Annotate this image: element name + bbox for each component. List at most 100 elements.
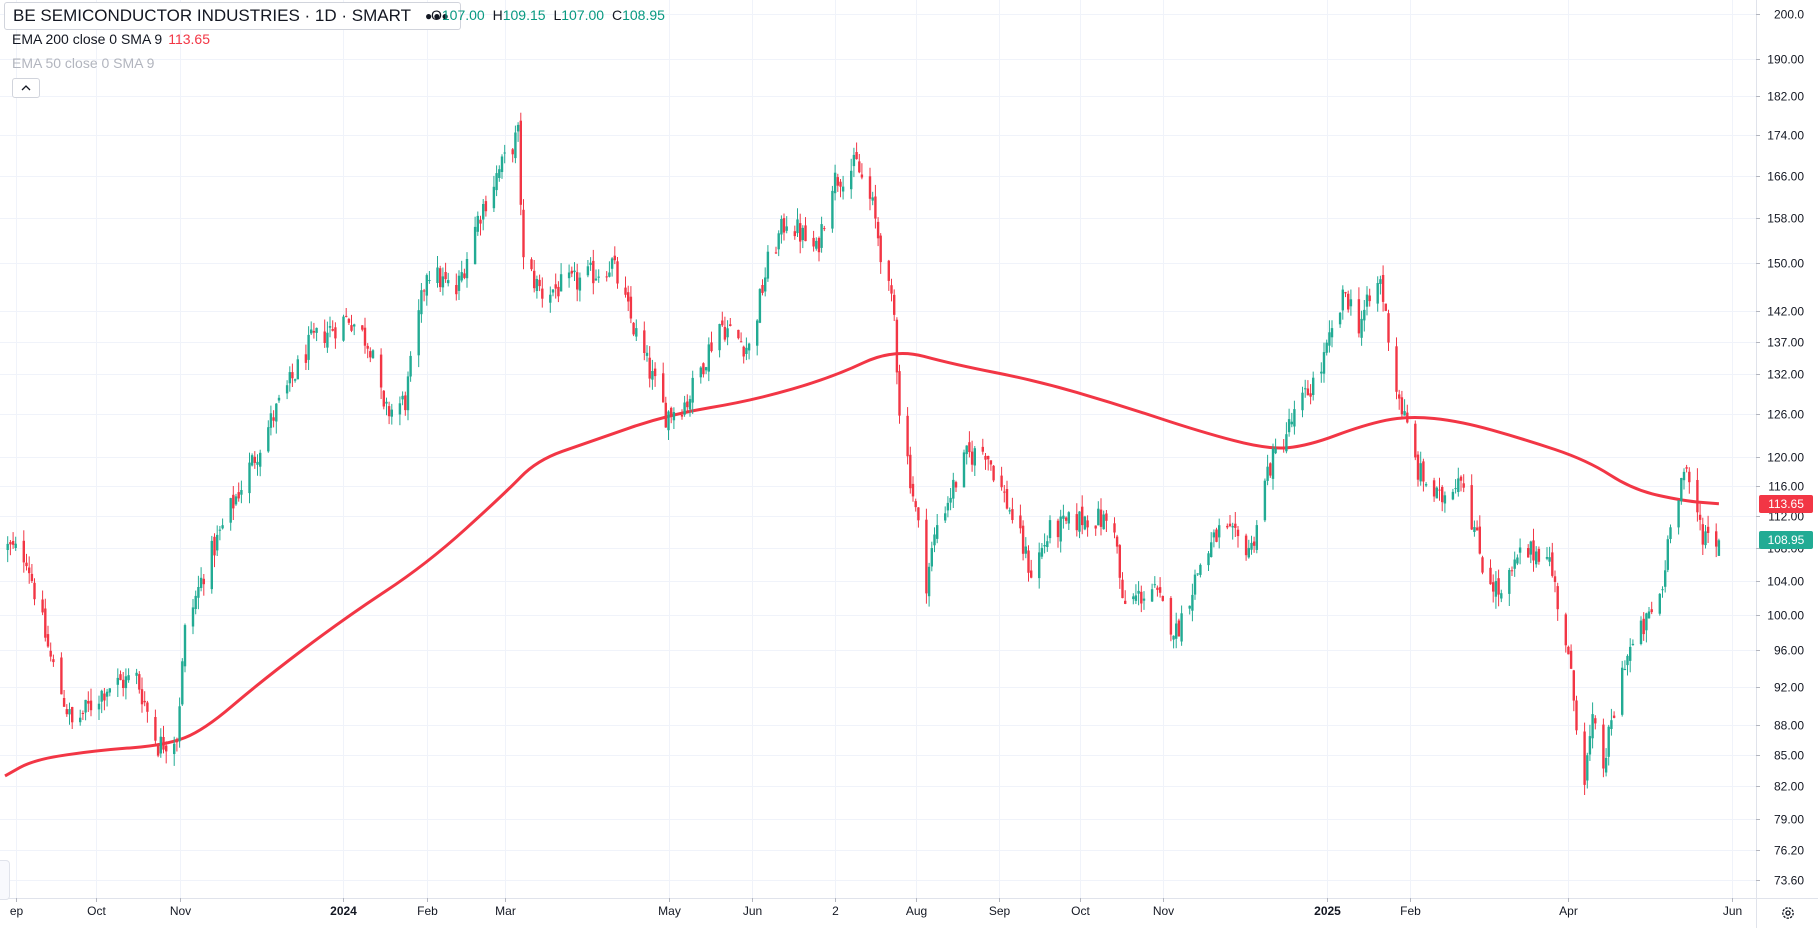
candle-body <box>473 226 477 265</box>
candle-body <box>1266 466 1269 481</box>
more-dots-icon[interactable]: ●●● <box>424 9 450 23</box>
candle-body <box>422 290 426 292</box>
candle-body <box>1099 509 1103 527</box>
candle-body <box>44 608 47 638</box>
candle-body <box>124 676 128 689</box>
candle-body <box>1156 587 1159 590</box>
candle-body <box>820 224 823 248</box>
candle-body <box>1516 557 1519 564</box>
candle-body <box>1612 715 1616 718</box>
symbol-title[interactable]: BE SEMICONDUCTOR INDUSTRIES · 1D · SMART <box>13 6 411 25</box>
candle-body <box>737 329 740 339</box>
candle-body <box>100 690 103 702</box>
indicator-ema-200[interactable]: EMA 200 close 0 SMA 9 113.65 <box>12 31 210 47</box>
ema-200-path <box>4 351 1720 778</box>
candle-body <box>567 272 571 279</box>
candle-body <box>1368 295 1371 302</box>
candle-body <box>62 698 66 707</box>
side-panel-tab[interactable] <box>0 860 10 900</box>
candle-body <box>1451 491 1455 500</box>
candle-body <box>516 124 520 132</box>
collapse-legend-button[interactable] <box>12 78 40 98</box>
candle-body <box>1097 508 1100 526</box>
candle-body <box>1274 448 1277 454</box>
candle-body <box>447 280 450 284</box>
candle-body <box>269 413 273 428</box>
candle-body <box>1309 393 1312 397</box>
time-tick-label: Jun <box>1723 904 1742 918</box>
candle-body <box>592 260 595 284</box>
price-tick-label: 190.00 <box>1767 53 1804 67</box>
candle-body <box>428 280 431 281</box>
candle-body <box>1043 545 1046 547</box>
candle-body <box>1137 590 1140 594</box>
candle-body <box>479 219 482 224</box>
candle-body <box>1551 552 1554 576</box>
candle-body <box>1454 488 1457 490</box>
candle-body <box>1545 557 1549 559</box>
candle-body <box>1312 377 1315 395</box>
candle-body <box>514 132 517 159</box>
candle-body <box>248 462 251 494</box>
candle-body <box>890 285 893 294</box>
candle-body <box>747 343 751 351</box>
candle-body <box>1395 346 1398 392</box>
price-tick-label: 116.00 <box>1768 480 1804 494</box>
candle-body <box>1443 495 1447 504</box>
time-axis[interactable]: ep Oct Nov 2024 Feb Mar May Jun 2 Aug Sep Oct Nov 202… <box>10 898 1742 918</box>
price-tick-label: 142.00 <box>1767 305 1804 319</box>
candle-body <box>812 237 815 247</box>
candle-body <box>159 736 162 754</box>
candle-body <box>831 190 834 229</box>
symbol-title-box[interactable]: BE SEMICONDUCTOR INDUSTRIES · 1D · SMART… <box>4 2 461 30</box>
candle-body <box>404 395 407 411</box>
candle-body <box>1124 600 1127 604</box>
chart-settings-button[interactable] <box>1778 903 1798 923</box>
candle-body <box>296 359 299 380</box>
candle-body <box>84 699 87 713</box>
candle-body <box>949 497 952 503</box>
candle-body <box>1588 736 1592 755</box>
indicator-ema-50-label[interactable]: EMA 50 close 0 SMA 9 <box>12 55 155 71</box>
candle-body <box>533 270 536 289</box>
candle-body <box>406 376 410 411</box>
candle-body <box>874 196 877 219</box>
candle-body <box>1583 731 1586 785</box>
candle-body <box>1212 532 1216 538</box>
candle-body <box>1376 283 1379 304</box>
price-tick-label: 100.00 <box>1767 609 1804 623</box>
candle-body <box>310 329 313 334</box>
candle-body <box>369 351 372 358</box>
candle-body <box>1481 557 1484 573</box>
candle-body <box>653 368 657 377</box>
time-tick-label: Oct <box>87 904 106 918</box>
candle-body <box>465 259 469 279</box>
candle-body <box>315 327 318 333</box>
candle-body <box>1231 526 1234 528</box>
time-tick-label: May <box>658 904 681 918</box>
indicator-ema-50[interactable]: EMA 50 close 0 SMA 9 <box>12 55 154 71</box>
candle-body <box>221 525 224 529</box>
candle-body <box>1011 509 1014 520</box>
candle-body <box>1328 332 1331 346</box>
candle-body <box>1247 547 1250 558</box>
indicator-ema-200-label[interactable]: EMA 200 close 0 SMA 9 <box>12 31 163 47</box>
candle-body <box>667 411 670 431</box>
price-tick-label: 166.00 <box>1767 170 1804 184</box>
candle-body <box>11 541 15 545</box>
candle-body <box>1647 611 1651 619</box>
candle-body <box>578 277 582 291</box>
candle-body <box>968 442 971 453</box>
candle-body <box>146 702 149 712</box>
candle-body <box>1075 514 1078 531</box>
candle-body <box>1594 718 1597 724</box>
candle-body <box>817 238 821 253</box>
candle-body <box>229 498 232 523</box>
candle-body <box>1338 312 1342 325</box>
low-value: 107.00 <box>561 7 605 23</box>
candle-body <box>879 235 882 263</box>
candle-body <box>1422 461 1425 482</box>
candle-body <box>1639 620 1643 644</box>
